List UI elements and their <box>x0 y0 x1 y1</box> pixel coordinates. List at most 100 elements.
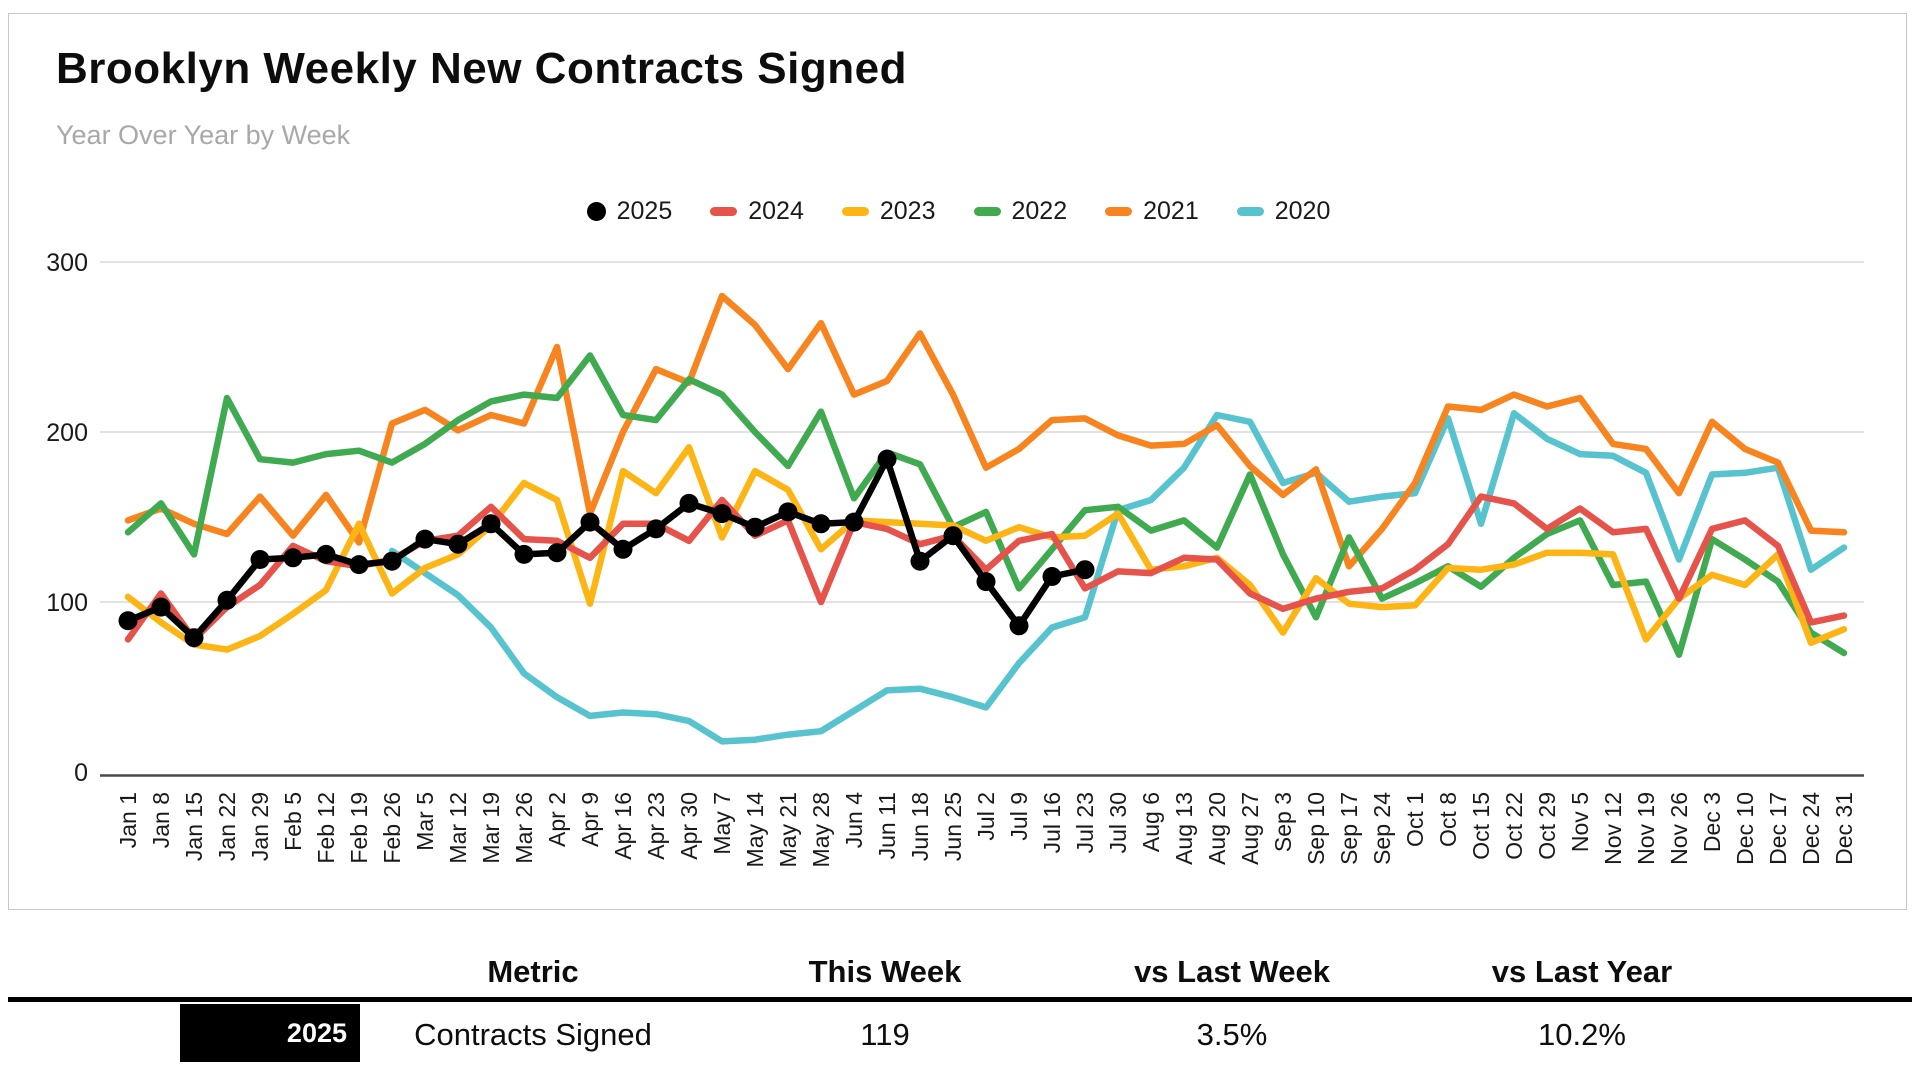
legend-label: 2024 <box>748 197 804 225</box>
x-axis-tick-label: Nov 26 <box>1666 792 1692 865</box>
x-axis-tick-label: Aug 13 <box>1171 792 1197 865</box>
legend-label: 2021 <box>1143 197 1199 225</box>
data-point-2025 <box>481 514 501 534</box>
legend-label: 2025 <box>616 197 673 225</box>
y-axis-tick-label: 300 <box>46 249 88 277</box>
series-line-2021 <box>124 292 1848 570</box>
table-cell-metric: Contracts Signed <box>414 1017 652 1052</box>
data-point-2025 <box>283 548 303 568</box>
data-point-2025 <box>184 628 204 648</box>
x-axis-tick-label: Jun 4 <box>841 792 867 848</box>
legend-item-2025[interactable]: 2025 <box>586 197 673 226</box>
legend-item-2021[interactable]: 2021 <box>1105 197 1199 226</box>
x-axis-tick-label: Dec 17 <box>1765 792 1791 865</box>
data-point-2025 <box>811 514 831 534</box>
data-point-2025 <box>547 543 567 563</box>
x-axis-tick-label: Nov 19 <box>1633 792 1659 865</box>
x-axis-tick-label: Jul 16 <box>1039 792 1065 853</box>
data-point-2025 <box>415 529 435 549</box>
legend-swatch-2023 <box>841 207 869 216</box>
x-axis-tick-label: Feb 12 <box>313 792 339 864</box>
x-axis-tick-label: Nov 5 <box>1567 792 1593 852</box>
x-axis-tick-label: Feb 5 <box>280 792 306 851</box>
data-point-2025 <box>448 534 468 554</box>
year-badge-label: 2025 <box>286 1017 347 1048</box>
legend-item-2024[interactable]: 2024 <box>710 197 804 226</box>
data-point-2025 <box>745 517 765 537</box>
data-point-2025 <box>316 544 336 564</box>
data-point-2025 <box>712 504 732 524</box>
data-point-2025 <box>349 555 369 575</box>
legend-item-2023[interactable]: 2023 <box>841 197 936 226</box>
y-axis-tick-label: 0 <box>74 759 88 787</box>
data-point-2025 <box>1009 616 1029 636</box>
table-cell-this-week: 119 <box>860 1017 910 1052</box>
x-axis-tick-label: Jul 30 <box>1105 792 1131 853</box>
x-axis-tick-label: Oct 22 <box>1501 792 1527 860</box>
data-point-2025 <box>1075 560 1095 580</box>
legend-label: 2022 <box>1011 197 1068 225</box>
data-point-2025 <box>778 502 798 522</box>
table-header-this-week: This Week <box>808 954 962 989</box>
x-axis-tick-label: May 7 <box>709 792 735 855</box>
table-cell-vs-last-year: 10.2% <box>1538 1017 1626 1052</box>
x-axis-tick-label: Oct 29 <box>1534 792 1560 860</box>
x-axis-tick-label: Sep 24 <box>1369 792 1395 865</box>
legend-item-2020[interactable]: 2020 <box>1236 197 1331 226</box>
x-axis-tick-label: Sep 10 <box>1303 792 1329 865</box>
table-cell-vs-last-week: 3.5% <box>1196 1017 1268 1052</box>
legend-swatch-2021 <box>1105 207 1133 216</box>
data-point-2025 <box>844 512 864 532</box>
x-axis-tick-label: Jul 9 <box>1006 792 1032 841</box>
legend-label: 2020 <box>1274 197 1331 225</box>
x-axis-tick-label: Jan 8 <box>148 792 174 848</box>
x-axis-tick-label: Apr 16 <box>610 792 636 860</box>
data-point-2025 <box>250 550 270 569</box>
x-axis-tick-label: Dec 31 <box>1831 792 1857 865</box>
data-point-2025 <box>877 449 897 469</box>
data-point-2025 <box>613 539 633 559</box>
series-line-2023 <box>124 444 1848 653</box>
x-axis-tick-label: Aug 20 <box>1204 792 1230 865</box>
x-axis-tick-label: Mar 19 <box>478 792 504 864</box>
x-axis-tick-label: Feb 19 <box>346 792 372 864</box>
page-subtitle: Year Over Year by Week <box>56 120 351 150</box>
x-axis-tick-label: Sep 3 <box>1270 792 1296 852</box>
table-divider <box>8 997 1912 1002</box>
legend-swatch-2022 <box>973 207 1001 216</box>
x-axis-tick-label: Jun 11 <box>874 792 900 859</box>
x-axis-tick-label: Apr 30 <box>676 792 702 860</box>
data-point-2025 <box>217 590 237 610</box>
data-point-2025 <box>514 544 534 564</box>
y-axis-tick-label: 100 <box>46 589 88 617</box>
data-point-2025 <box>943 526 963 546</box>
year-badge: 2025 <box>180 1004 360 1062</box>
x-axis-tick-label: May 14 <box>742 792 768 868</box>
x-axis-tick-label: Oct 15 <box>1468 792 1494 860</box>
x-axis-tick-label: Apr 23 <box>643 792 669 860</box>
y-axis-tick-label: 200 <box>46 419 88 447</box>
data-point-2025 <box>910 551 930 571</box>
x-axis-tick-label: Oct 8 <box>1435 792 1461 847</box>
legend-item-2022[interactable]: 2022 <box>973 197 1068 226</box>
x-axis-tick-label: Jan 22 <box>214 792 240 861</box>
chart-card: Brooklyn Weekly New Contracts Signed Yea… <box>8 13 1907 910</box>
data-point-2025 <box>118 611 138 631</box>
legend-swatch-2020 <box>1236 207 1264 216</box>
x-axis-tick-label: Jun 25 <box>940 792 966 861</box>
x-axis-tick-label: Nov 12 <box>1600 792 1626 865</box>
x-axis-tick-label: Aug 27 <box>1237 792 1263 865</box>
x-axis-tick-label: Apr 9 <box>577 792 603 847</box>
legend-label: 2023 <box>879 197 936 225</box>
table-header-vs-last-year: vs Last Year <box>1491 954 1673 989</box>
x-axis-tick-label: Apr 2 <box>544 792 570 847</box>
x-axis-tick-label: Jul 23 <box>1072 792 1098 853</box>
x-axis-tick-label: Mar 12 <box>445 792 471 864</box>
legend-swatch-2024 <box>710 207 738 216</box>
x-axis-tick-label: Dec 10 <box>1732 792 1758 865</box>
x-axis-tick-label: Jul 2 <box>973 792 999 841</box>
x-axis-tick-label: Dec 24 <box>1798 792 1824 865</box>
x-axis-tick-label: Aug 6 <box>1138 792 1164 852</box>
